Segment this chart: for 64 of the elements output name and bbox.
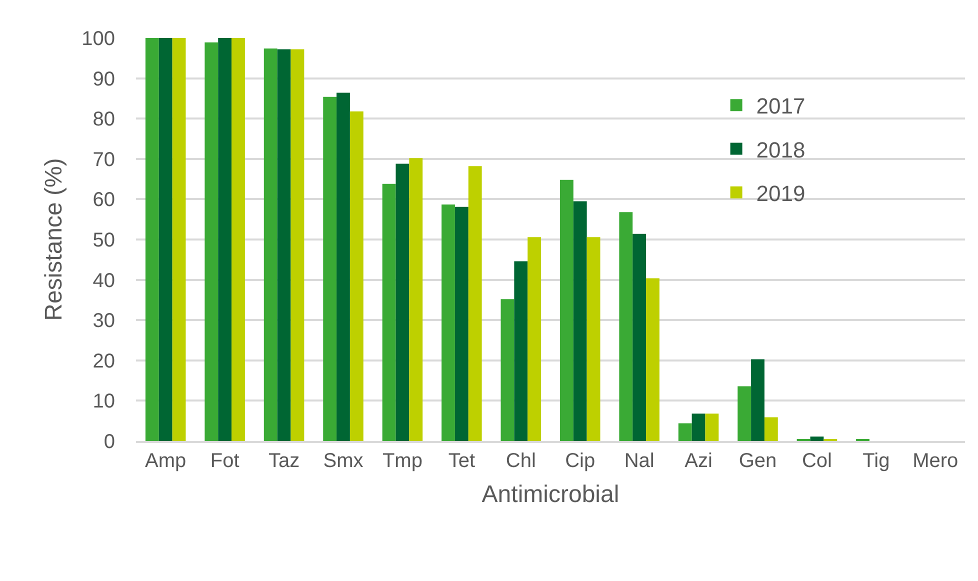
bar bbox=[586, 237, 600, 441]
x-tick-label: Tet bbox=[448, 450, 476, 472]
bar bbox=[277, 49, 291, 441]
x-tick-label: Taz bbox=[268, 450, 300, 472]
bar bbox=[323, 96, 337, 441]
y-tick-label: 60 bbox=[92, 189, 115, 212]
bar bbox=[218, 38, 232, 441]
legend-label: 2018 bbox=[756, 137, 806, 162]
x-tick-label: Nal bbox=[624, 450, 654, 472]
bar bbox=[442, 204, 455, 441]
bar bbox=[290, 49, 304, 441]
bar bbox=[409, 158, 423, 441]
y-tick-label: 0 bbox=[104, 431, 115, 453]
bar bbox=[232, 38, 245, 441]
y-tick-label: 40 bbox=[92, 270, 115, 292]
x-tick-label: Chl bbox=[506, 450, 536, 472]
bar bbox=[810, 436, 824, 441]
bar bbox=[454, 206, 468, 441]
y-tick-label: 80 bbox=[92, 108, 115, 131]
legend-label: 2019 bbox=[756, 180, 806, 206]
bar bbox=[738, 386, 752, 441]
bar bbox=[264, 48, 278, 441]
bar bbox=[692, 414, 706, 441]
bar bbox=[619, 212, 633, 441]
x-tick-label: Fot bbox=[210, 450, 240, 472]
y-tick-label: 50 bbox=[92, 230, 115, 252]
bar bbox=[172, 38, 186, 441]
bar bbox=[336, 92, 350, 441]
legend-label: 2017 bbox=[756, 94, 806, 119]
bar bbox=[382, 184, 396, 441]
x-tick-label: Smx bbox=[323, 450, 364, 472]
x-tick-label: Azi bbox=[684, 450, 712, 472]
bar bbox=[764, 417, 778, 441]
y-tick-label: 20 bbox=[92, 350, 115, 372]
y-tick-label: 30 bbox=[92, 310, 115, 332]
x-tick-label: Mero bbox=[912, 450, 958, 472]
bar bbox=[468, 166, 482, 441]
bar bbox=[560, 180, 574, 441]
bar bbox=[396, 164, 410, 441]
bar bbox=[204, 42, 218, 441]
y-tick-label: 90 bbox=[92, 68, 115, 90]
bar bbox=[632, 234, 646, 441]
x-tick-label: Cip bbox=[565, 450, 596, 472]
x-axis-title: Antimicrobial bbox=[482, 480, 620, 508]
bar bbox=[514, 261, 528, 441]
bar bbox=[500, 299, 514, 441]
x-tick-label: Tmp bbox=[382, 450, 422, 472]
bar bbox=[646, 278, 660, 441]
bar bbox=[705, 414, 719, 441]
bar bbox=[573, 201, 587, 441]
x-tick-label: Gen bbox=[738, 450, 777, 472]
x-tick-label: Col bbox=[802, 450, 832, 472]
y-tick-label: 70 bbox=[92, 148, 115, 171]
bar bbox=[145, 38, 159, 441]
bar bbox=[158, 38, 172, 441]
y-tick-label: 100 bbox=[82, 28, 115, 50]
bar bbox=[678, 423, 692, 441]
y-tick-label: 10 bbox=[92, 390, 115, 413]
bar bbox=[751, 359, 764, 441]
x-tick-label: Tig bbox=[862, 450, 890, 472]
x-tick-label: Amp bbox=[145, 450, 186, 472]
y-axis-title: Resistance (%) bbox=[40, 158, 68, 321]
bar bbox=[350, 111, 364, 441]
bar bbox=[528, 237, 542, 441]
